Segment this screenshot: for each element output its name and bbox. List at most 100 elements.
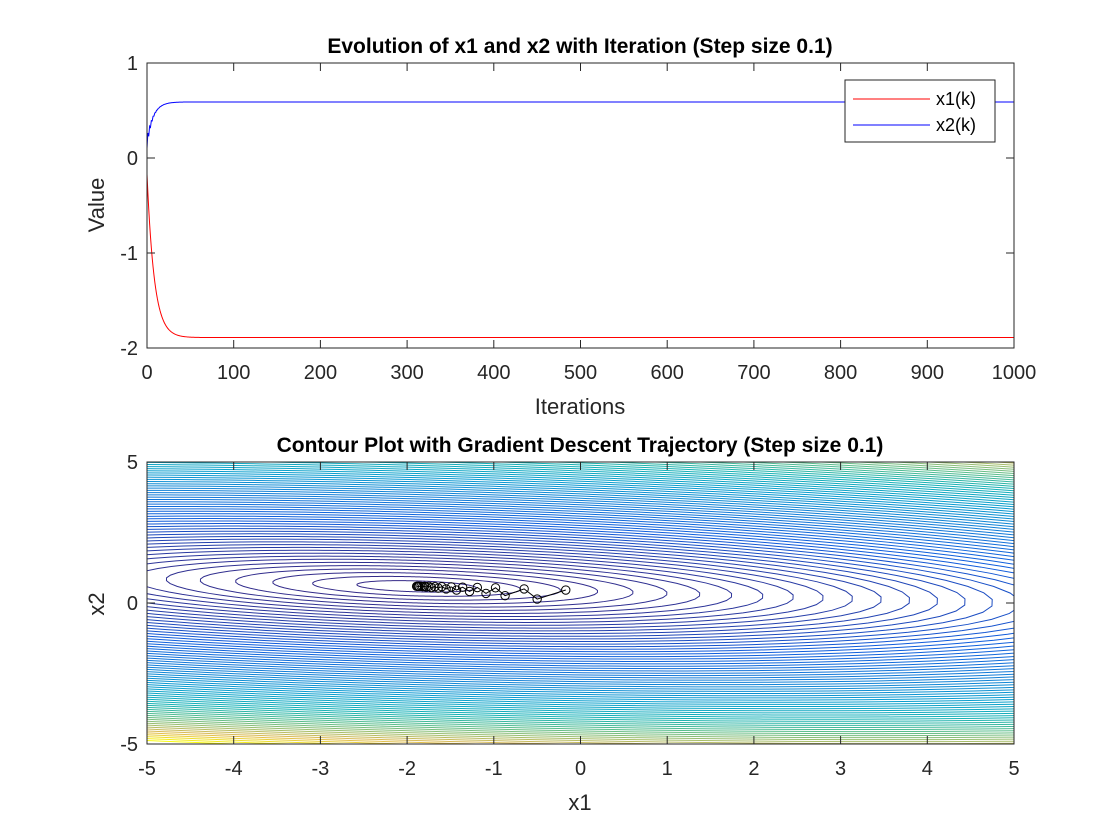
y-tick-label: -1 — [120, 243, 138, 265]
legend-label-x2: x2(k) — [936, 115, 976, 135]
y-tick-label: 0 — [127, 593, 138, 615]
x-tick-label: -3 — [312, 758, 330, 780]
x-tick-label: 800 — [824, 362, 857, 384]
x-tick-label: -2 — [398, 758, 416, 780]
contour-line — [147, 462, 1014, 724]
contour-line — [147, 520, 1014, 653]
contour-line — [147, 462, 1014, 726]
contour-line — [147, 528, 1014, 645]
contour-line — [147, 462, 1014, 741]
contour-line — [147, 552, 764, 621]
x-tick-label: 600 — [651, 362, 684, 384]
trajectory-point — [500, 590, 510, 601]
contour-line — [147, 489, 1014, 683]
contour-line — [147, 523, 1014, 650]
x-tick-label: 1 — [662, 758, 673, 780]
contour-line — [147, 463, 1014, 710]
contour-line — [147, 462, 1014, 733]
x-tick-label: -1 — [485, 758, 503, 780]
x-tick-label: 1000 — [992, 362, 1037, 384]
y-tick-label: 5 — [127, 452, 138, 474]
y-tick-label: -5 — [120, 734, 138, 756]
evolution-ylabel: Value — [84, 178, 109, 233]
legend-label-x1: x1(k) — [936, 89, 976, 109]
x-tick-label: 0 — [575, 758, 586, 780]
contour-line — [147, 466, 1014, 708]
contour-line — [147, 501, 1014, 672]
contour-line — [147, 558, 701, 614]
contour-line — [147, 538, 910, 635]
contour-line — [147, 478, 1014, 695]
contour-line — [147, 483, 1014, 690]
contour-line — [147, 462, 1014, 737]
x-tick-label: 5 — [1008, 758, 1019, 780]
x-tick-label: 2 — [748, 758, 759, 780]
x-tick-label: -4 — [225, 758, 243, 780]
contour-line — [147, 462, 1014, 728]
trajectory-point — [451, 585, 462, 595]
contour-line — [165, 561, 668, 611]
contour-line — [147, 546, 824, 626]
series-line-1 — [146, 174, 1014, 339]
contour-line — [147, 476, 1014, 697]
trajectory-point — [532, 594, 542, 604]
y-tick-label: 0 — [127, 148, 138, 170]
x-tick-label: 0 — [141, 362, 152, 384]
contour-line — [235, 568, 599, 605]
evolution-xlabel: Iterations — [535, 394, 626, 419]
contour-line — [147, 462, 1014, 735]
y-tick-label: 1 — [127, 53, 138, 75]
contour-line — [312, 575, 522, 597]
contour-line — [147, 515, 1014, 658]
x-tick-label: 300 — [390, 362, 423, 384]
contour-line — [147, 462, 1014, 739]
contour-line — [147, 481, 1014, 692]
contour-line — [147, 510, 1014, 662]
trajectory-point — [446, 582, 457, 592]
contour-axes: -5 -4 -3 -2 -1 0 1 2 3 4 5 -5 0 5 Contour Plot with G… — [84, 434, 1020, 815]
contour-line — [147, 533, 966, 640]
contour-lines — [147, 462, 1014, 744]
contour-line — [356, 580, 477, 593]
contour-line — [147, 544, 853, 629]
contour-xlabel: x1 — [568, 790, 591, 815]
trajectory-point — [464, 586, 475, 597]
contour-line — [147, 462, 1014, 722]
contour-line — [147, 494, 1014, 679]
x-tick-label: 400 — [477, 362, 510, 384]
legend-box — [844, 79, 996, 143]
trajectory-point — [481, 588, 491, 599]
contour-line — [147, 498, 1014, 674]
contour-line — [147, 496, 1014, 677]
y-tick-label: -2 — [120, 338, 138, 360]
trajectory-point — [561, 585, 571, 595]
descent-trajectory — [411, 581, 571, 604]
contour-line — [147, 474, 1014, 699]
x-tick-label: 3 — [835, 758, 846, 780]
evolution-ticks: 0 100 200 300 400 500 600 700 800 900 1000 -2 -1 0 1 — [120, 53, 1036, 384]
contour-line — [147, 505, 1014, 667]
contour-line — [272, 572, 561, 601]
contour-line — [147, 462, 1014, 720]
contour-line — [199, 565, 634, 608]
contour-line — [147, 518, 1014, 655]
contour-line — [147, 470, 1014, 703]
x-tick-label: 100 — [217, 362, 250, 384]
x-tick-label: 4 — [922, 758, 933, 780]
contour-line — [147, 525, 1014, 648]
trajectory-point — [457, 582, 468, 592]
contour-line — [147, 508, 1014, 665]
contour-line — [147, 555, 733, 618]
contour-line — [147, 549, 794, 623]
x-tick-label: 900 — [911, 362, 944, 384]
evolution-legend: x1(k) x2(k) — [844, 79, 996, 143]
contour-line — [147, 492, 1014, 681]
x-tick-label: 500 — [564, 362, 597, 384]
contour-line — [147, 468, 1014, 705]
contour-ylabel: x2 — [84, 592, 109, 615]
contour-line — [147, 472, 1014, 701]
trajectory-point — [441, 584, 451, 594]
evolution-title: Evolution of x1 and x2 with Iteration (S… — [327, 35, 832, 58]
trajectory-point — [472, 582, 483, 593]
